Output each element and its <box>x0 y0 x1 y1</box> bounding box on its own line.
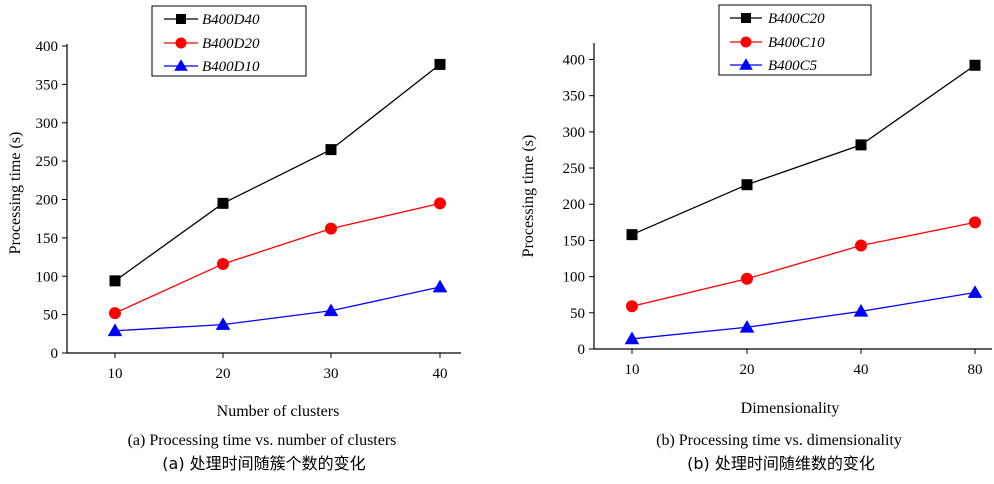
chart-b: Dimensionality Processing time (s) (b) P… <box>520 4 992 473</box>
chart-b-x-tick-label: 80 <box>968 362 983 378</box>
chart-a-caption-cn: (a) 处理时间随簇个数的变化 <box>162 454 365 473</box>
chart-b-series-square <box>626 59 981 241</box>
chart-b-data-point <box>626 300 638 313</box>
chart-a-y-tick-label: 250 <box>36 154 59 170</box>
chart-b-x-tick-label: 10 <box>625 362 640 378</box>
chart-a-legend-marker <box>176 14 186 24</box>
chart-a-legend-marker <box>174 59 188 71</box>
chart-b-legend-marker <box>739 58 753 70</box>
chart-a-series-line <box>114 202 441 314</box>
chart-b-data-point <box>739 319 755 333</box>
chart-b-legend-label: B400C5 <box>768 58 818 74</box>
chart-a-series-circle <box>109 197 446 320</box>
chart-a-series-triangle <box>107 279 448 337</box>
chart-a-xlabel: Number of clusters <box>217 403 340 420</box>
chart-b-caption-cn: (b) 处理时间随维数的变化 <box>687 454 875 473</box>
chart-b-series-circle <box>626 216 981 313</box>
chart-b-legend-label: B400C10 <box>768 35 825 51</box>
chart-b-axes: 0 50 100 150 200 250 300 350 400 10 20 40 80 <box>563 43 992 378</box>
chart-b-series-line <box>631 221 976 307</box>
chart-a-y-tick-label: 200 <box>36 193 59 209</box>
chart-b-caption: (b) Processing time vs. dimensionality <box>656 432 902 449</box>
chart-b-data-point <box>855 239 867 252</box>
chart-a-series-line <box>114 286 441 332</box>
chart-b-legend-label: B400C20 <box>768 11 825 27</box>
chart-b-data-point <box>741 179 753 191</box>
chart-b-xlabel: Dimensionality <box>741 400 840 417</box>
chart-a-legend-label: B400D20 <box>202 36 260 52</box>
chart-b-series-line <box>631 291 976 340</box>
chart-b-y-tick-label: 150 <box>563 233 586 249</box>
chart-b-y-tick-label: 0 <box>578 342 586 358</box>
chart-a-axes: 0 50 100 150 200 250 300 350 400 10 20 30 40 <box>36 39 461 382</box>
chart-b-y-tick-label: 350 <box>563 89 586 105</box>
chart-a-x-tick-label: 40 <box>433 366 448 382</box>
chart-b-data-point <box>626 229 638 241</box>
chart-a-data-point <box>107 323 123 337</box>
chart-a-y-tick-label: 0 <box>51 346 59 362</box>
chart-b-y-tick-label: 250 <box>563 161 586 177</box>
chart-a-y-tick-label: 350 <box>36 77 59 93</box>
chart-a-data-point <box>325 222 337 235</box>
chart-a-caption: (a) Processing time vs. number of cluste… <box>128 432 397 449</box>
chart-a-x-tick-label: 30 <box>324 366 339 382</box>
chart-b-legend-marker <box>740 36 752 48</box>
chart-a-ylabel: Processing time (s) <box>7 132 24 255</box>
chart-a-y-tick-label: 300 <box>36 116 59 132</box>
chart-a-y-tick-label: 400 <box>36 39 59 55</box>
chart-a-data-point <box>217 197 229 209</box>
chart-b-y-tick-label: 300 <box>563 125 586 141</box>
chart-a-data-point <box>109 307 121 320</box>
chart-a-legend-marker <box>175 37 187 49</box>
chart-b-y-tick-label: 50 <box>570 306 585 322</box>
chart-b-data-point <box>624 331 640 345</box>
chart-a-data-point <box>215 317 231 330</box>
chart-a-data-point <box>434 197 446 210</box>
chart-a-x-tick-label: 20 <box>216 366 231 382</box>
chart-b-data-point <box>969 216 981 229</box>
chart-a-data-point <box>217 257 229 270</box>
chart-a-y-tick-label: 150 <box>36 231 59 247</box>
chart-a-series-square <box>109 58 446 287</box>
chart-b-data-point <box>855 139 867 151</box>
chart-a-series-line <box>114 63 441 282</box>
chart-a-x-tick-label: 10 <box>108 366 123 382</box>
chart-b-series-triangle <box>624 285 983 345</box>
chart-b-y-tick-label: 100 <box>563 270 586 286</box>
chart-b-ylabel: Processing time (s) <box>520 135 537 258</box>
chart-b-data-point <box>741 272 753 285</box>
chart-b-data-point <box>967 285 983 298</box>
chart-a-data-point <box>109 275 121 287</box>
chart-a-legend-label: B400D10 <box>202 59 260 75</box>
chart-a-data-point <box>432 279 448 293</box>
chart-b-legend: B400C20 B400C10 B400C5 <box>718 4 872 76</box>
chart-b-data-point <box>969 59 981 71</box>
chart-b-y-tick-label: 200 <box>563 197 586 213</box>
chart-b-data-point <box>853 304 869 317</box>
chart-b-x-tick-label: 20 <box>740 362 755 378</box>
chart-a-data-point <box>325 144 337 156</box>
chart-a-data-point <box>323 303 339 317</box>
chart-b-series-line <box>631 64 976 236</box>
chart-b-y-tick-label: 400 <box>563 52 586 68</box>
chart-a: Number of clusters Processing time (s) (… <box>7 5 461 473</box>
chart-a-legend: B400D40 B400D20 B400D10 <box>151 5 307 77</box>
chart-b-legend-marker <box>741 13 751 23</box>
chart-a-legend-label: B400D40 <box>202 12 260 28</box>
chart-a-data-point <box>434 58 446 70</box>
chart-b-x-tick-label: 40 <box>854 362 869 378</box>
chart-a-y-tick-label: 50 <box>43 308 58 324</box>
chart-a-y-tick-label: 100 <box>36 269 59 285</box>
